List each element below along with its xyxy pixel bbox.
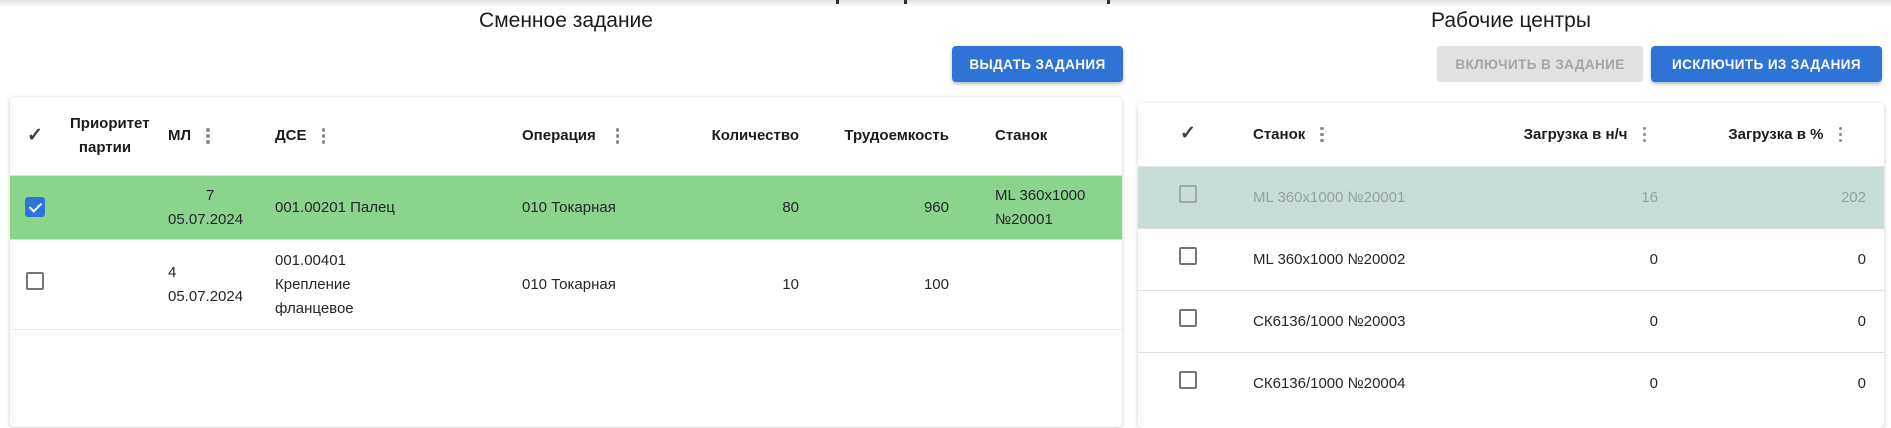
header-load-nh[interactable]: Загрузка в н/ч	[1428, 123, 1668, 147]
row-checkbox[interactable]	[26, 271, 44, 290]
shift-task-header-row: ✓ Приоритет партии МЛ ДСЕ Операция Колич…	[10, 97, 1122, 176]
row-checkbox-cell	[1138, 370, 1238, 397]
shift-task-panel-title: Сменное задание	[479, 9, 653, 32]
header-ml[interactable]: МЛ	[160, 124, 265, 148]
row-checkbox-cell	[1138, 184, 1238, 211]
operation-cell: 010 Токарная	[522, 198, 616, 216]
select-all-icon[interactable]: ✓	[1180, 123, 1196, 144]
operation-cell: 010 Токарная	[522, 275, 616, 293]
header-operation[interactable]: Операция	[427, 124, 657, 148]
table-row-selected[interactable]: 7 05.07.2024 001.00201 Палец 010 Токарна…	[10, 176, 1122, 240]
header-machine[interactable]: Станок	[1238, 123, 1428, 147]
header-quantity[interactable]: Количество	[711, 127, 799, 144]
column-menu-icon[interactable]	[1837, 125, 1845, 145]
machine-cell: СК6136/1000 №20004	[1253, 374, 1406, 392]
quantity-cell: 10	[782, 275, 799, 293]
row-checkbox[interactable]	[1179, 308, 1197, 327]
header-labor[interactable]: Трудоемкость	[844, 127, 949, 144]
column-menu-icon[interactable]	[614, 126, 622, 146]
select-all-icon[interactable]: ✓	[27, 124, 43, 146]
work-center-row[interactable]: СК6136/1000 №20003 0 0	[1138, 290, 1884, 352]
row-checkbox[interactable]	[1179, 184, 1197, 203]
toolbar-shadow	[0, 0, 1891, 7]
labor-cell: 960	[923, 198, 949, 216]
clipped-letter-fragment	[836, 0, 839, 4]
labor-cell: 100	[923, 275, 949, 293]
table-row[interactable]: 4 05.07.2024 001.00401 Крепление фланцев…	[10, 240, 1122, 330]
dse-cell: 001.00401 Крепление фланцевое	[275, 251, 354, 317]
work-centers-panel-title: Рабочие центры	[1431, 9, 1591, 32]
column-menu-icon[interactable]	[204, 126, 212, 146]
header-load-pct[interactable]: Загрузка в %	[1668, 123, 1884, 147]
load-pct-cell: 0	[1857, 312, 1866, 330]
row-checkbox-cell	[1138, 308, 1238, 335]
ml-cell: 4 05.07.2024	[168, 263, 244, 305]
column-menu-icon[interactable]	[320, 126, 328, 146]
machine-cell: ML 360x1000 №20001	[1253, 188, 1406, 206]
dse-cell: 001.00201 Палец	[275, 198, 395, 216]
work-center-row-highlighted[interactable]: ML 360x1000 №20001 16 202	[1138, 166, 1884, 228]
work-center-row[interactable]: СК6136/1000 №20004 0 0	[1138, 352, 1884, 414]
row-checkbox[interactable]	[1179, 370, 1197, 389]
clipped-letter-fragment	[1107, 0, 1110, 4]
load-nh-cell: 0	[1649, 374, 1658, 392]
load-pct-cell: 0	[1857, 250, 1866, 268]
quantity-cell: 80	[782, 198, 799, 216]
header-machine[interactable]: Станок	[995, 127, 1048, 144]
row-checkbox-cell	[10, 271, 60, 298]
load-nh-cell: 0	[1649, 312, 1658, 330]
row-checkbox-cell	[1138, 246, 1238, 273]
row-checkbox[interactable]	[1179, 246, 1197, 265]
column-menu-icon[interactable]	[1318, 125, 1326, 145]
header-dse[interactable]: ДСЕ	[265, 124, 427, 148]
load-nh-cell: 16	[1641, 188, 1658, 206]
machine-cell: СК6136/1000 №20003	[1253, 312, 1406, 330]
exclude-from-task-button[interactable]: ИСКЛЮЧИТЬ ИЗ ЗАДАНИЯ	[1651, 46, 1882, 82]
load-pct-cell: 202	[1840, 188, 1866, 206]
row-checkbox-checked[interactable]	[25, 197, 45, 217]
machine-cell: ML 360x1000 №20002	[1253, 250, 1406, 268]
load-nh-cell: 0	[1649, 250, 1658, 268]
header-batch-priority[interactable]: Приоритет партии	[70, 115, 150, 156]
work-centers-header-row: ✓ Станок Загрузка в н/ч Загрузка в %	[1138, 103, 1884, 166]
include-in-task-button[interactable]: ВКЛЮЧИТЬ В ЗАДАНИЕ	[1437, 46, 1643, 82]
machine-cell: ML 360x1000 №20001	[995, 186, 1086, 228]
load-pct-cell: 0	[1857, 374, 1866, 392]
work-centers-table: ✓ Станок Загрузка в н/ч Загрузка в % ML …	[1138, 103, 1884, 428]
column-menu-icon[interactable]	[1641, 125, 1649, 145]
ml-cell: 7 05.07.2024	[168, 186, 244, 228]
clipped-letter-fragment	[904, 0, 907, 4]
issue-tasks-button[interactable]: ВЫДАТЬ ЗАДАНИЯ	[952, 46, 1123, 82]
row-checkbox-cell	[10, 196, 60, 220]
shift-task-table: ✓ Приоритет партии МЛ ДСЕ Операция Колич…	[10, 97, 1122, 427]
work-center-row[interactable]: ML 360x1000 №20002 0 0	[1138, 228, 1884, 290]
